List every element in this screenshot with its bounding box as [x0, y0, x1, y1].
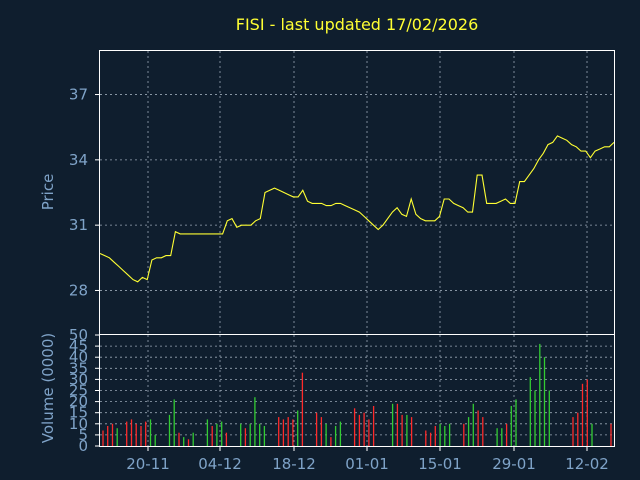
x-tick-label: 01-01 — [345, 455, 389, 473]
price-tick-label: 37 — [69, 86, 88, 104]
x-tick-label: 04-12 — [198, 455, 242, 473]
x-tick-label: 12-02 — [565, 455, 609, 473]
volume-tick-label: 30 — [69, 370, 88, 388]
volume-tick-label: 35 — [69, 359, 88, 377]
price-tick-label: 34 — [69, 151, 88, 169]
x-axis-ticks: 20-11 04-12 18-12 01-01 15-01 29-01 12-02 — [126, 446, 609, 473]
volume-tick-label: 45 — [69, 337, 88, 355]
x-tick-label: 29-01 — [492, 455, 536, 473]
volume-tick-label: 25 — [69, 382, 88, 400]
volume-tick-label: 15 — [69, 404, 88, 422]
volume-tick-label: 0 — [78, 437, 88, 455]
x-tick-label: 18-12 — [272, 455, 316, 473]
price-panel: 28 31 34 37 Price — [39, 50, 615, 335]
price-y-ticks: 28 31 34 37 — [69, 86, 100, 299]
volume-tick-label: 5 — [78, 426, 88, 444]
volume-tick-label: 50 — [69, 326, 88, 344]
volume-tick-label: 20 — [69, 393, 88, 411]
x-tick-label: 15-01 — [418, 455, 462, 473]
x-tick-label: 20-11 — [126, 455, 170, 473]
price-axis-label: Price — [39, 174, 57, 211]
volume-tick-label: 40 — [69, 348, 88, 366]
volume-frame — [99, 334, 615, 447]
volume-grid — [100, 335, 614, 446]
price-frame — [99, 50, 615, 335]
price-tick-label: 31 — [69, 216, 88, 234]
volume-tick-label: 10 — [69, 415, 88, 433]
volume-bars — [102, 343, 612, 446]
volume-axis-label: Volume (0000) — [39, 333, 57, 443]
chart-title: FISI - last updated 17/02/2026 — [236, 15, 479, 34]
price-grid — [100, 51, 614, 334]
price-tick-label: 28 — [69, 281, 88, 299]
price-line — [99, 135, 615, 283]
